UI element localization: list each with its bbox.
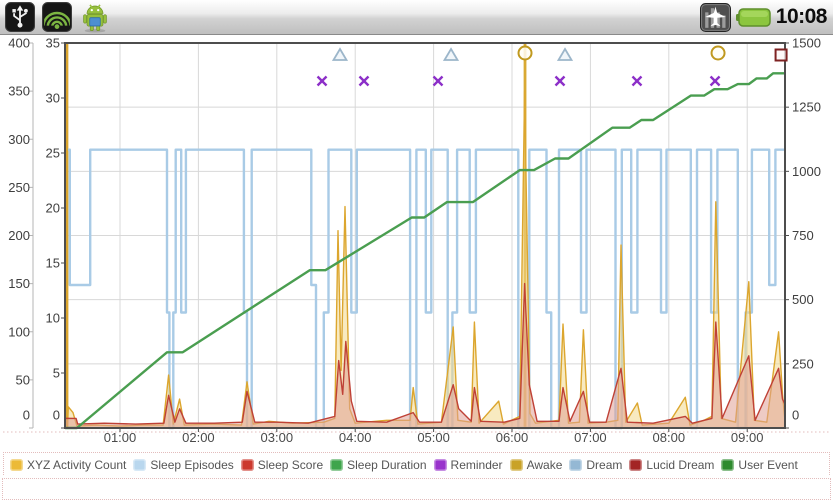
svg-text:100: 100 <box>8 324 30 339</box>
svg-text:500: 500 <box>792 292 814 307</box>
dream-marker <box>442 47 460 61</box>
sleep-chart[interactable]: 0501001502002503003504000510152025303502… <box>0 35 833 447</box>
reminder-marker <box>316 75 328 87</box>
legend-item: Reminder <box>433 457 503 472</box>
svg-text:08:00: 08:00 <box>653 430 686 445</box>
legend-item: Sleep Duration <box>330 457 427 472</box>
legend-label: Sleep Score <box>257 457 324 472</box>
reminder-marker <box>709 75 721 87</box>
legend-item: Sleep Episodes <box>133 457 234 472</box>
svg-text:15: 15 <box>46 256 60 271</box>
lucid-dream-marker <box>774 48 788 62</box>
svg-text:03:00: 03:00 <box>261 430 294 445</box>
legend-swatch <box>721 458 735 471</box>
svg-text:10: 10 <box>46 311 60 326</box>
empty-panel <box>2 478 831 500</box>
reminder-marker <box>358 75 370 87</box>
svg-text:350: 350 <box>8 84 30 99</box>
reminder-marker <box>554 75 566 87</box>
legend-item: Sleep Score <box>240 457 324 472</box>
reminder-marker <box>432 75 444 87</box>
legend-swatch <box>10 458 23 471</box>
security-signal-icon <box>42 2 72 32</box>
battery-icon <box>735 7 771 27</box>
svg-text:06:00: 06:00 <box>496 430 529 445</box>
legend-swatch <box>330 458 344 471</box>
series-sleep-episodes <box>65 148 786 430</box>
axis-labels: 0501001502002503003504000510152025303502… <box>8 36 821 446</box>
svg-text:250: 250 <box>8 180 30 195</box>
legend-label: XYZ Activity Count <box>27 457 127 472</box>
svg-text:0: 0 <box>792 408 799 423</box>
legend-item: Dream <box>569 458 622 472</box>
svg-text:400: 400 <box>8 36 30 51</box>
svg-text:5: 5 <box>53 366 60 381</box>
legend-item: XYZ Activity Count <box>10 458 126 472</box>
legend-label: Sleep Duration <box>347 457 427 472</box>
awake-marker <box>517 45 533 61</box>
series-sleep-duration <box>65 72 785 430</box>
svg-text:07:00: 07:00 <box>574 430 607 445</box>
svg-text:0: 0 <box>23 408 30 423</box>
svg-text:20: 20 <box>46 201 60 216</box>
android-robot-icon <box>83 4 107 33</box>
status-bar: 10:08 <box>0 0 833 35</box>
notification-icons <box>0 1 700 33</box>
legend-swatch <box>240 458 254 471</box>
legend-swatch <box>569 458 583 471</box>
dream-marker <box>556 47 574 61</box>
chart-footer: XYZ Activity Count Sleep Episodes Sleep Sc… <box>3 452 830 475</box>
legend-label: Sleep Episodes <box>150 457 234 472</box>
clock: 10:08 <box>775 5 828 28</box>
legend-swatch <box>433 458 447 471</box>
dream-marker <box>331 47 349 61</box>
svg-text:0: 0 <box>53 408 60 423</box>
legend-swatch <box>629 458 643 471</box>
svg-text:200: 200 <box>8 228 30 243</box>
event-markers <box>316 45 788 87</box>
airplane-mode-icon <box>699 2 731 32</box>
legend-item: User Event <box>721 457 798 472</box>
svg-text:25: 25 <box>46 146 60 161</box>
svg-text:1500: 1500 <box>792 36 821 51</box>
svg-text:30: 30 <box>46 91 60 106</box>
svg-text:04:00: 04:00 <box>339 430 372 445</box>
svg-text:09:00: 09:00 <box>731 430 764 445</box>
legend-swatch <box>133 458 147 471</box>
svg-text:750: 750 <box>792 228 814 243</box>
svg-text:50: 50 <box>16 372 30 387</box>
svg-text:300: 300 <box>8 132 30 147</box>
system-status-icons: 10:08 <box>699 2 833 32</box>
svg-text:1000: 1000 <box>792 164 821 179</box>
awake-marker <box>710 45 726 61</box>
svg-text:1250: 1250 <box>792 100 821 115</box>
legend-label: Reminder <box>450 457 503 472</box>
svg-text:05:00: 05:00 <box>417 430 450 445</box>
legend-item: Awake <box>509 457 563 472</box>
sleep-graph-panel: 0 50 100 150 200 250 300 350 400 0 5 10 15 20 25 30 35 0 2… <box>0 35 833 500</box>
svg-text:02:00: 02:00 <box>182 430 215 445</box>
legend-label: Awake <box>526 457 563 472</box>
legend-label: User Event <box>738 457 798 472</box>
svg-text:150: 150 <box>8 276 30 291</box>
series-sleep-score <box>65 282 786 428</box>
reminder-marker <box>631 75 643 87</box>
svg-text:35: 35 <box>46 36 60 51</box>
usb-icon <box>5 2 35 32</box>
legend-item: Lucid Dream <box>629 458 714 472</box>
legend-label: Lucid Dream <box>646 457 715 472</box>
legend-swatch <box>509 458 523 471</box>
svg-text:01:00: 01:00 <box>104 430 137 445</box>
legend-label: Dream <box>586 457 623 472</box>
chart-legend: XYZ Activity Count Sleep Episodes Sleep Sc… <box>4 453 829 475</box>
svg-text:250: 250 <box>792 356 814 371</box>
